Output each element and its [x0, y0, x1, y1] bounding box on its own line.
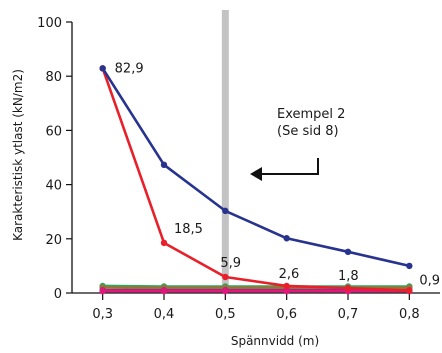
series-point	[160, 239, 168, 247]
series-point	[344, 284, 352, 292]
series-point	[99, 287, 106, 295]
annotation-line-2: (Se sid 8)	[277, 124, 339, 139]
series-line	[101, 67, 410, 268]
annotation-arrow	[258, 158, 319, 175]
y-tick-label: 60	[45, 124, 62, 139]
x-tick-label: 0,8	[399, 307, 420, 322]
y-axis-label: Karakteristisk ytlast (kN/m2)	[11, 69, 25, 241]
x-tick-label: 0,3	[92, 307, 113, 322]
data-label: 2,6	[279, 267, 300, 282]
data-label: 82,9	[115, 61, 144, 76]
series-line	[102, 284, 410, 288]
x-tick-label: 0,5	[215, 307, 236, 322]
series-point	[283, 287, 290, 295]
series-point	[99, 65, 106, 72]
data-label: 5,9	[220, 256, 241, 271]
series-point	[283, 282, 290, 290]
annotation: Exempel 2 (Se sid 8)	[250, 107, 345, 181]
y-tick-label: 80	[45, 70, 62, 85]
x-tick-label: 0,6	[276, 307, 297, 322]
series-point	[406, 262, 413, 270]
series-point	[283, 235, 290, 242]
data-label: 18,5	[174, 222, 203, 237]
x-axis-label: Spännvidd (m)	[231, 334, 319, 348]
series-point	[160, 287, 168, 295]
series-point	[222, 273, 229, 281]
annotation-line-1: Exempel 2	[277, 107, 345, 122]
axes: 0 20 40 60 80 100 0,3 0,4 0,5 0,6 0,7 0,8	[37, 16, 440, 322]
y-tick-label: 20	[45, 233, 62, 248]
series-point	[222, 287, 229, 295]
y-tick-label: 100	[37, 16, 62, 31]
series-line	[101, 67, 410, 292]
annotation-arrow-head	[250, 167, 262, 181]
data-label: 1,8	[338, 269, 359, 284]
y-tick-label: 40	[45, 179, 62, 194]
x-tick-label: 0,4	[154, 307, 175, 322]
series-point	[406, 287, 413, 294]
series-point	[222, 207, 229, 215]
x-tick-label: 0,7	[338, 307, 359, 322]
data-label: 0,9	[419, 274, 440, 289]
y-tick-label: 0	[54, 287, 62, 302]
series-point	[344, 248, 352, 256]
series-layer	[99, 65, 413, 295]
data-labels: 82,9 18,5 5,9 2,6 1,8 0,9	[115, 61, 440, 288]
series-point	[160, 161, 168, 169]
